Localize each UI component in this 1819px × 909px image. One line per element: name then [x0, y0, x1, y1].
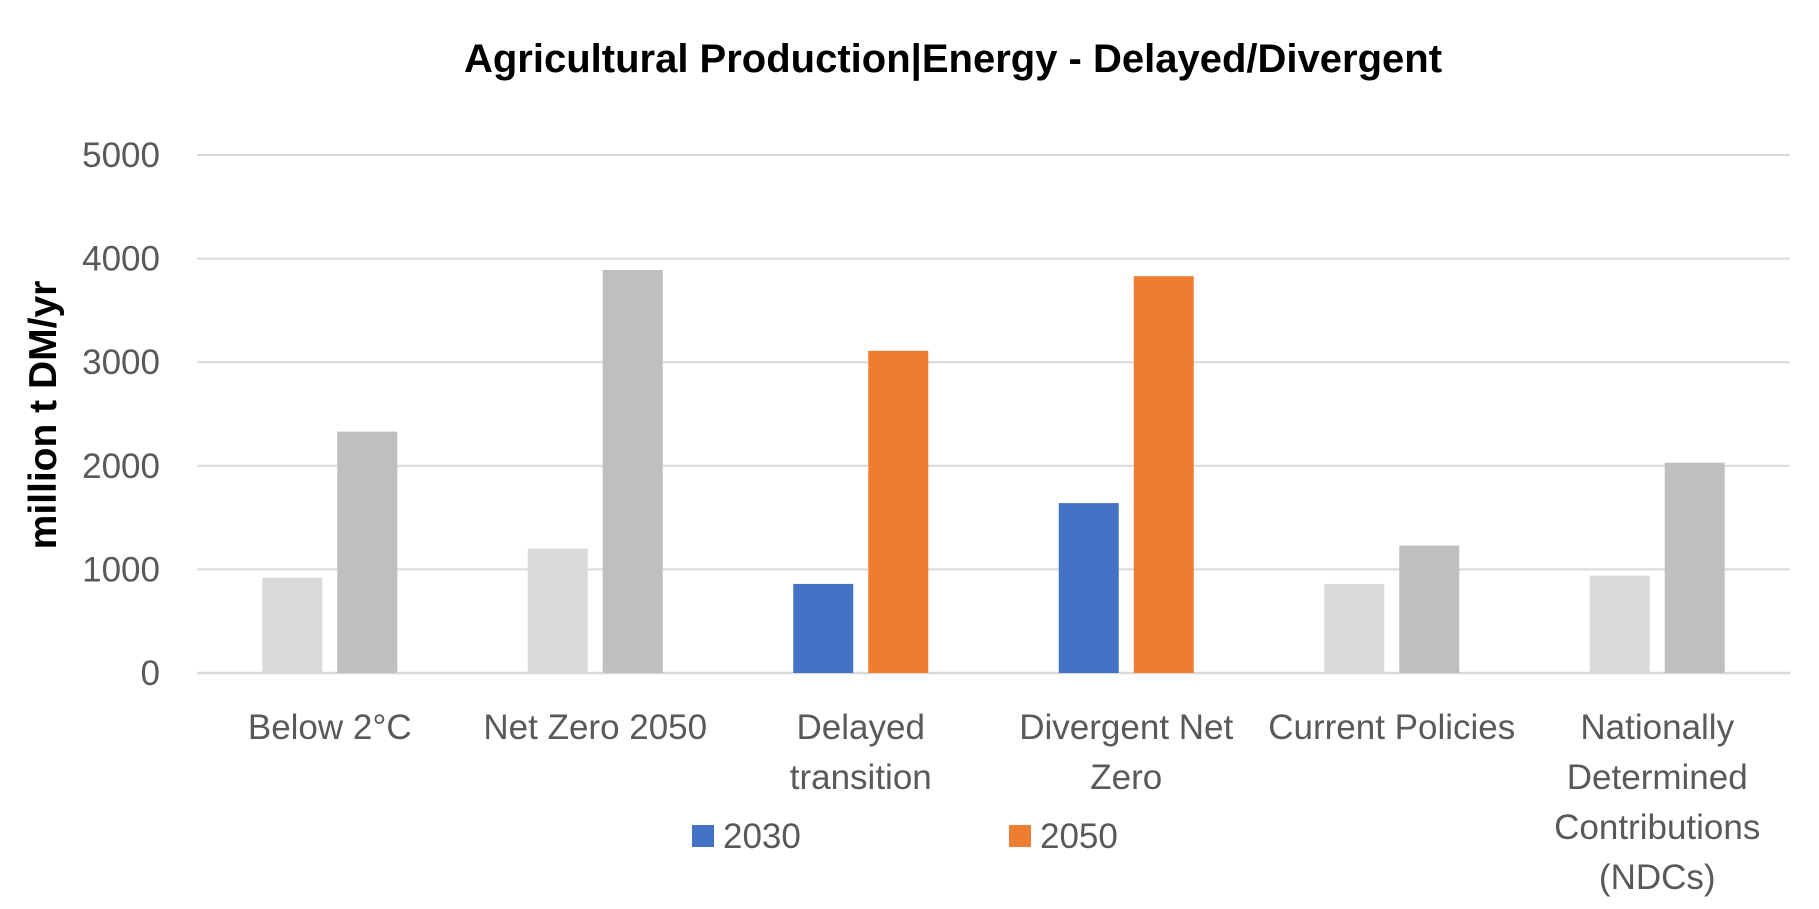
legend: 2030 2050 [692, 817, 1118, 856]
bar-2050-5 [1664, 462, 1725, 673]
bar-2050-0 [337, 431, 398, 673]
x-tick-label: Below 2°C [248, 708, 412, 747]
x-tick-label: Current Policies [1268, 708, 1515, 747]
legend-swatch-2030 [692, 825, 714, 847]
gridlines [197, 154, 1790, 675]
legend-label-2030: 2030 [723, 817, 801, 856]
bar-2050-1 [602, 269, 663, 673]
bar-2030-2 [793, 583, 854, 673]
x-tick-label: Divergent Net Zero [1019, 708, 1233, 797]
y-tick-label: 0 [141, 654, 160, 693]
bar-2030-5 [1589, 575, 1650, 673]
x-tick-label: Delayed transition [790, 708, 932, 797]
bar-2050-3 [1133, 276, 1194, 673]
y-tick-label: 1000 [82, 550, 160, 589]
y-tick-label: 4000 [82, 240, 160, 279]
y-axis-ticks: 0 1000 2000 3000 4000 5000 [82, 136, 160, 693]
x-axis-labels: Below 2°C Net Zero 2050 Delayed transition D… [248, 708, 1761, 897]
bar-2050-2 [868, 350, 929, 673]
chart-title: Agricultural Production|Energy - Delayed… [464, 37, 1442, 81]
bar-2030-3 [1058, 503, 1119, 673]
y-tick-label: 5000 [82, 136, 160, 175]
x-tick-label: Net Zero 2050 [483, 708, 707, 747]
bar-2030-0 [262, 577, 323, 673]
y-tick-label: 3000 [82, 343, 160, 382]
legend-label-2050: 2050 [1040, 817, 1118, 856]
x-tick-label: Nationally Determined Contributions (NDCs) [1554, 708, 1760, 897]
y-axis-label: million t DM/yr [22, 281, 65, 550]
legend-swatch-2050 [1009, 825, 1031, 847]
bar-2030-1 [527, 548, 588, 673]
bars [262, 269, 1725, 673]
bar-2030-4 [1324, 583, 1385, 673]
y-tick-label: 2000 [82, 447, 160, 486]
bar-2050-4 [1399, 545, 1460, 673]
